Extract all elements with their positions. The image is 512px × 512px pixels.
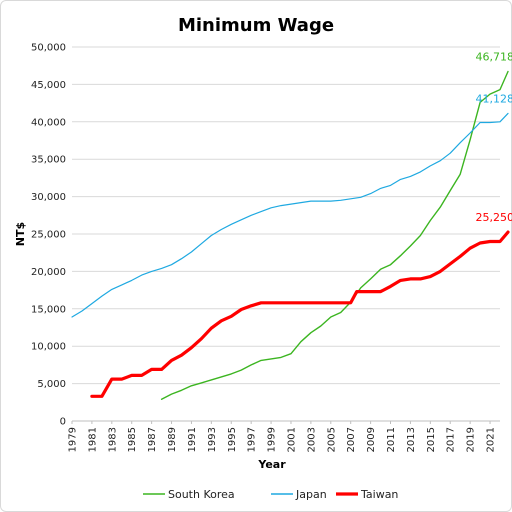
legend-label-taiwan: Taiwan	[360, 488, 398, 501]
x-tick-label: 2017	[446, 427, 457, 452]
south-korea-end-label: 46,718	[475, 51, 512, 64]
x-tick-label: 1987	[147, 427, 158, 452]
x-tick-label: 2003	[306, 427, 317, 452]
y-tick-label: 15,000	[31, 304, 66, 315]
y-tick-label: 45,000	[31, 80, 66, 91]
y-tick-label: 30,000	[31, 192, 66, 203]
y-tick-label: 0	[60, 417, 66, 428]
x-tick-label: 1995	[227, 427, 238, 452]
x-tick-label: 2005	[326, 427, 337, 452]
x-tick-label: 1979	[68, 427, 79, 452]
x-tick-label: 2009	[366, 427, 377, 452]
legend: South Korea Japan Taiwan	[143, 488, 398, 501]
y-tick-label: 5,000	[37, 379, 66, 390]
y-tick-label: 25,000	[31, 230, 66, 241]
y-axis-ticks: 0 5,000 10,000 15,000 20,000 25,000 30,000 35,0…	[31, 43, 66, 428]
taiwan-line	[90, 230, 510, 398]
x-tick-label: 1985	[127, 427, 138, 452]
y-tick-label: 50,000	[31, 43, 66, 54]
x-tick-label: 1983	[107, 427, 118, 452]
gridlines	[72, 46, 500, 385]
y-tick-label: 35,000	[31, 155, 66, 166]
x-tick-label: 2015	[426, 427, 437, 452]
x-tick-label: 1997	[247, 427, 258, 452]
x-tick-label: 2019	[466, 427, 477, 452]
x-tick-label: 2007	[346, 427, 357, 452]
legend-label-japan: Japan	[295, 488, 327, 501]
end-value-labels: 46,718 41,128 25,250	[475, 51, 512, 225]
south-korea-line	[160, 70, 509, 400]
taiwan-end-label: 25,250	[475, 211, 512, 224]
japan-end-label: 41,128	[475, 92, 512, 105]
legend-label-south-korea: South Korea	[168, 488, 235, 501]
x-tick-label: 1991	[187, 427, 198, 452]
x-tick-label: 1999	[267, 427, 278, 452]
x-tick-label: 1989	[167, 427, 178, 452]
y-tick-label: 40,000	[31, 117, 66, 128]
x-tick-label: 1981	[87, 427, 98, 452]
chart-title: Minimum Wage	[178, 15, 334, 36]
x-tick-label: 1993	[207, 427, 218, 452]
y-tick-label: 20,000	[31, 267, 66, 278]
x-tick-label: 2013	[406, 427, 417, 452]
x-tick-label: 2001	[286, 427, 297, 452]
series-lines	[71, 70, 510, 400]
x-tick-label: 2021	[486, 427, 497, 452]
x-axis-title: Year	[257, 458, 286, 471]
y-tick-label: 10,000	[31, 342, 66, 353]
x-axis-ticks: 1979 1981 1983 1985 1987 1989 1991 1993 1995 1997…	[68, 421, 497, 452]
y-axis-title: NT$	[14, 222, 27, 246]
x-tick-label: 2011	[386, 427, 397, 452]
japan-line	[71, 112, 509, 318]
